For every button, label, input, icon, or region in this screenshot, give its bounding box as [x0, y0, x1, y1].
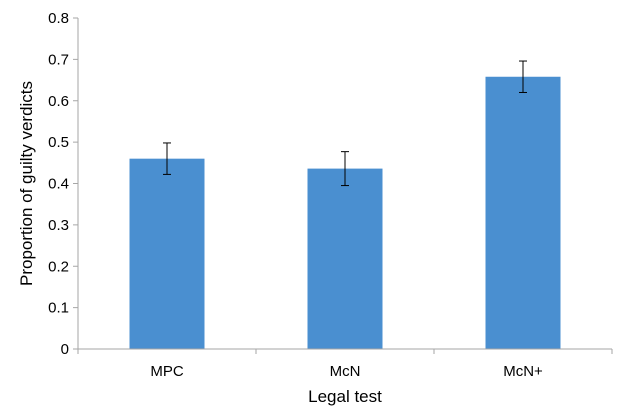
y-tick-label: 0.8	[48, 10, 69, 27]
x-tick-label: McN+	[503, 363, 543, 380]
y-tick-label: 0.3	[48, 217, 69, 234]
y-tick-label: 0.4	[48, 176, 69, 193]
x-tick-label: MPC	[150, 363, 184, 380]
bar-mpc	[129, 158, 205, 349]
y-axis-title: Proportion of guilty verdicts	[17, 81, 36, 286]
x-ticks-group: MPC McN McN+	[77, 349, 613, 380]
y-tick-label: 0.7	[48, 51, 69, 68]
error-bar	[341, 151, 349, 187]
bar-mcn-plus	[485, 76, 561, 349]
y-tick-label: 0.5	[48, 134, 69, 151]
error-bars-group	[163, 60, 527, 187]
y-tick-label: 0.1	[48, 300, 69, 317]
y-tick-label: 0.2	[48, 258, 69, 275]
bar-mcn	[307, 168, 383, 349]
y-tick-label: 0	[61, 341, 69, 358]
error-bar	[519, 60, 527, 93]
error-bar	[163, 142, 171, 175]
y-ticks-group: 0 0.1 0.2 0.3 0.4 0.5 0.6 0.7 0.8	[48, 10, 78, 358]
x-tick-label: McN	[330, 363, 361, 380]
bars-group	[129, 76, 561, 349]
y-tick-label: 0.6	[48, 93, 69, 110]
x-axis-title: Legal test	[308, 387, 382, 406]
